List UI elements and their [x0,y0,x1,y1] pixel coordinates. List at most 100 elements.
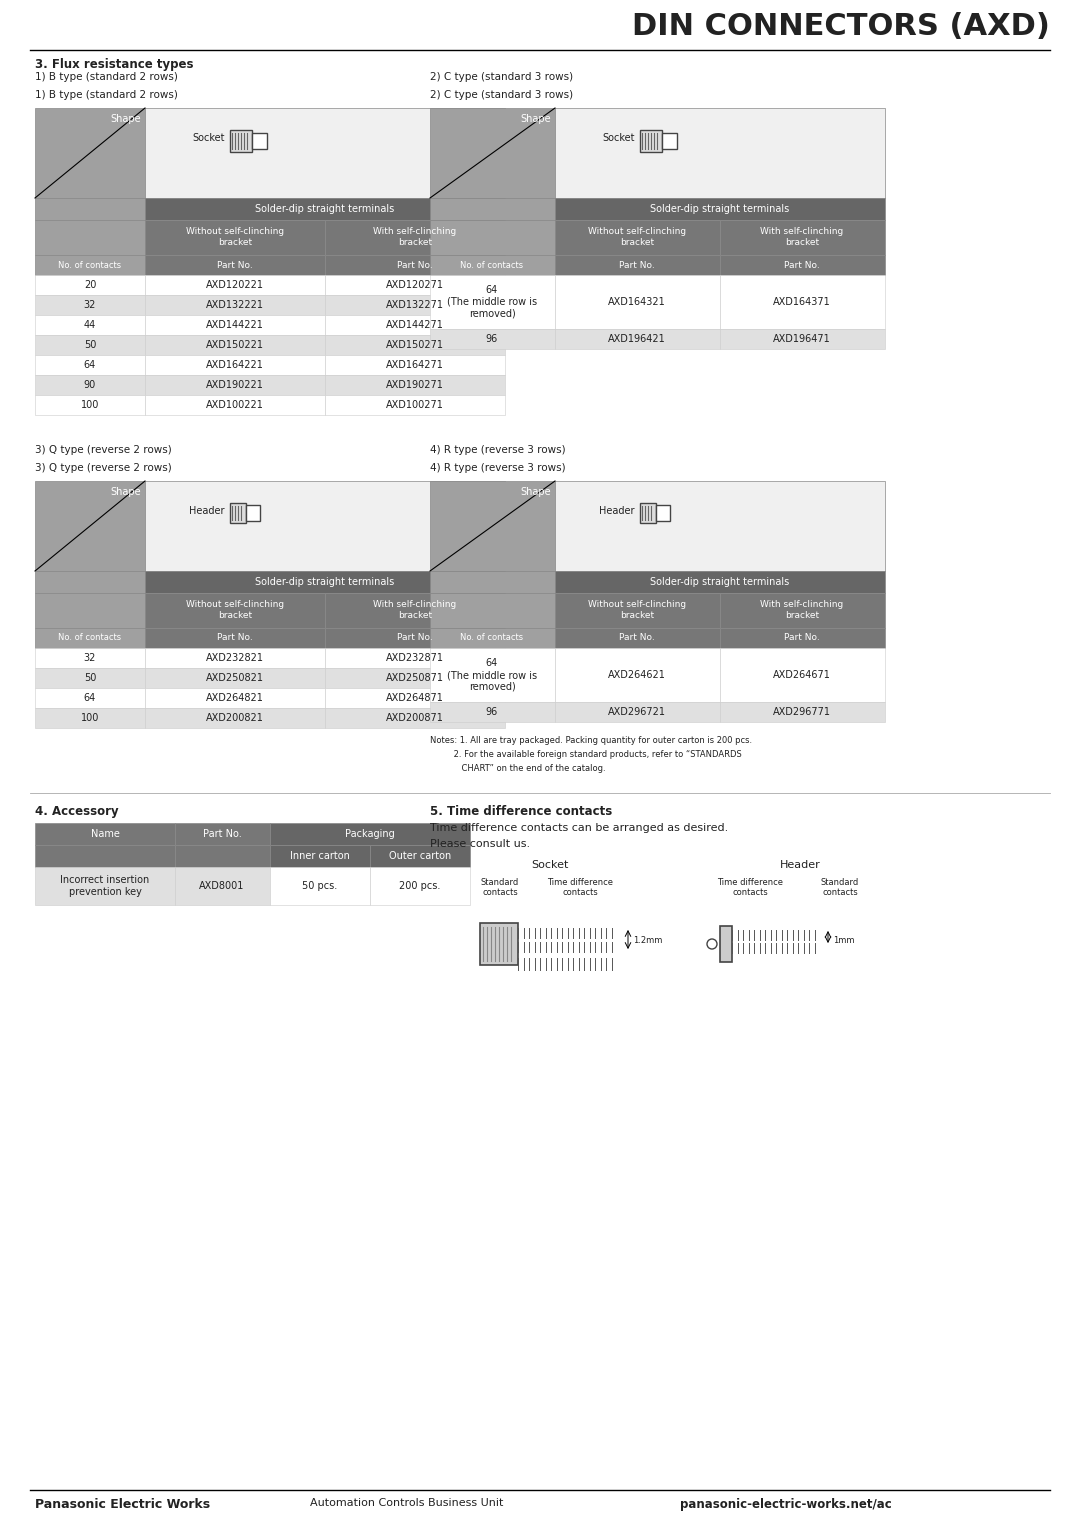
Bar [246,504,260,521]
Bar [720,926,732,963]
Text: 1) B type (standard 2 rows): 1) B type (standard 2 rows) [35,72,178,83]
Bar [35,866,175,905]
Bar [430,481,555,571]
Text: Part No.: Part No. [619,260,654,269]
Text: Notes: 1. All are tray packaged. Packing quantity for outer carton is 200 pcs.: Notes: 1. All are tray packaged. Packing… [430,736,752,746]
Text: Shape: Shape [110,487,141,497]
Bar [325,220,505,255]
Bar [720,220,885,255]
Text: 20: 20 [84,280,96,290]
Text: 64: 64 [84,694,96,703]
Text: Time difference contacts can be arranged as desired.: Time difference contacts can be arranged… [430,824,728,833]
Text: Part No.: Part No. [397,634,433,642]
Text: AXD196471: AXD196471 [773,335,831,344]
Text: 50: 50 [84,341,96,350]
Text: No. of contacts: No. of contacts [58,634,122,642]
Bar [145,374,325,396]
Text: Without self-clinching
bracket: Without self-clinching bracket [186,228,284,246]
Text: Without self-clinching
bracket: Without self-clinching bracket [588,601,686,620]
Bar [662,133,677,150]
Text: Without self-clinching
bracket: Without self-clinching bracket [186,601,284,620]
Bar [640,130,662,151]
Text: AXD190271: AXD190271 [386,380,444,390]
Text: 44: 44 [84,319,96,330]
Text: 1.2mm: 1.2mm [633,937,662,944]
Text: Standard
contacts: Standard contacts [821,879,859,897]
Text: AXD100271: AXD100271 [386,400,444,410]
Bar [35,354,145,374]
Bar [720,648,885,701]
Bar [145,688,325,707]
Text: 100: 100 [81,714,99,723]
Text: Part No.: Part No. [619,634,654,642]
Text: AXD264821: AXD264821 [206,694,264,703]
Bar [145,108,505,199]
Bar [430,108,555,199]
Bar [270,824,470,845]
Bar [145,275,325,295]
Text: Automation Controls Business Unit: Automation Controls Business Unit [310,1497,503,1508]
Text: 1mm: 1mm [833,937,854,944]
Text: 1) B type (standard 2 rows): 1) B type (standard 2 rows) [35,90,178,99]
Bar [35,845,175,866]
Bar [35,295,145,315]
Text: Time difference
contacts: Time difference contacts [717,879,783,897]
Text: Header: Header [780,860,821,869]
Text: AXD120271: AXD120271 [386,280,444,290]
Text: With self-clinching
bracket: With self-clinching bracket [374,601,457,620]
Text: Name: Name [91,830,120,839]
Text: CHART” on the end of the catalog.: CHART” on the end of the catalog. [430,764,606,773]
Bar [555,481,885,571]
Text: 64: 64 [84,361,96,370]
Bar [325,593,505,628]
Text: AXD296771: AXD296771 [773,707,831,717]
Bar [145,199,505,220]
Bar [35,481,145,571]
Text: AXD264671: AXD264671 [773,669,831,680]
Bar [555,329,720,348]
Text: 50 pcs.: 50 pcs. [302,882,338,891]
Bar [640,503,656,523]
Text: Header: Header [189,506,225,516]
Bar [230,130,252,151]
Bar [325,374,505,396]
Bar [555,199,885,220]
Text: Part No.: Part No. [217,260,253,269]
Bar [370,845,470,866]
Bar [35,108,145,199]
Text: With self-clinching
bracket: With self-clinching bracket [760,228,843,246]
Bar [35,824,175,845]
Bar [175,845,270,866]
Bar [555,108,885,199]
Bar [555,593,720,628]
Text: Solder-dip straight terminals: Solder-dip straight terminals [255,205,394,214]
Text: 96: 96 [486,707,498,717]
Bar [35,335,145,354]
Text: 64
(The middle row is
removed): 64 (The middle row is removed) [447,659,537,692]
Text: Incorrect insertion
prevention key: Incorrect insertion prevention key [60,876,150,897]
Bar [430,628,555,648]
Bar [145,255,325,275]
Text: With self-clinching
bracket: With self-clinching bracket [760,601,843,620]
Bar [325,688,505,707]
Bar [325,628,505,648]
Bar [230,503,246,523]
Bar [325,255,505,275]
Text: panasonic-electric-works.net/ac: panasonic-electric-works.net/ac [680,1497,892,1511]
Text: AXD132271: AXD132271 [386,299,444,310]
Bar [175,866,270,905]
Bar [35,396,145,416]
Bar [145,481,505,571]
Text: Packaging: Packaging [346,830,395,839]
Text: AXD164371: AXD164371 [773,296,831,307]
Bar [145,707,325,727]
Text: Outer carton: Outer carton [389,851,451,860]
Bar [430,255,555,275]
Text: AXD164321: AXD164321 [608,296,666,307]
Bar [555,255,720,275]
Bar [325,335,505,354]
Text: 3. Flux resistance types: 3. Flux resistance types [35,58,193,70]
Bar [555,628,720,648]
Bar [35,707,145,727]
Text: AXD232871: AXD232871 [386,652,444,663]
